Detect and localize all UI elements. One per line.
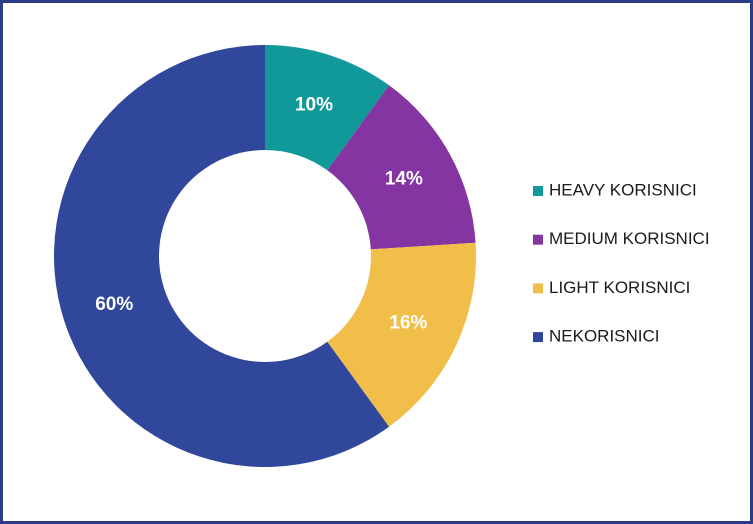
data-label: 60%	[95, 294, 133, 315]
donut-slice	[265, 45, 390, 171]
legend-label: NEKORISNICI	[549, 327, 660, 346]
data-label: 14%	[385, 169, 423, 190]
legend-swatch	[533, 186, 543, 196]
legend-label: HEAVY KORISNICI	[549, 180, 697, 199]
legend-swatch	[533, 234, 543, 245]
donut-slice	[53, 45, 390, 468]
legend-label: MEDIUM KORISNICI	[549, 229, 710, 248]
legend-swatch	[533, 283, 543, 294]
donut-slice	[327, 242, 476, 427]
data-label: 10%	[295, 94, 333, 115]
legend-swatch	[533, 332, 543, 343]
legend-label: LIGHT KORISNICI	[549, 278, 690, 297]
data-label: 16%	[389, 313, 427, 334]
donut-slice	[327, 85, 476, 250]
